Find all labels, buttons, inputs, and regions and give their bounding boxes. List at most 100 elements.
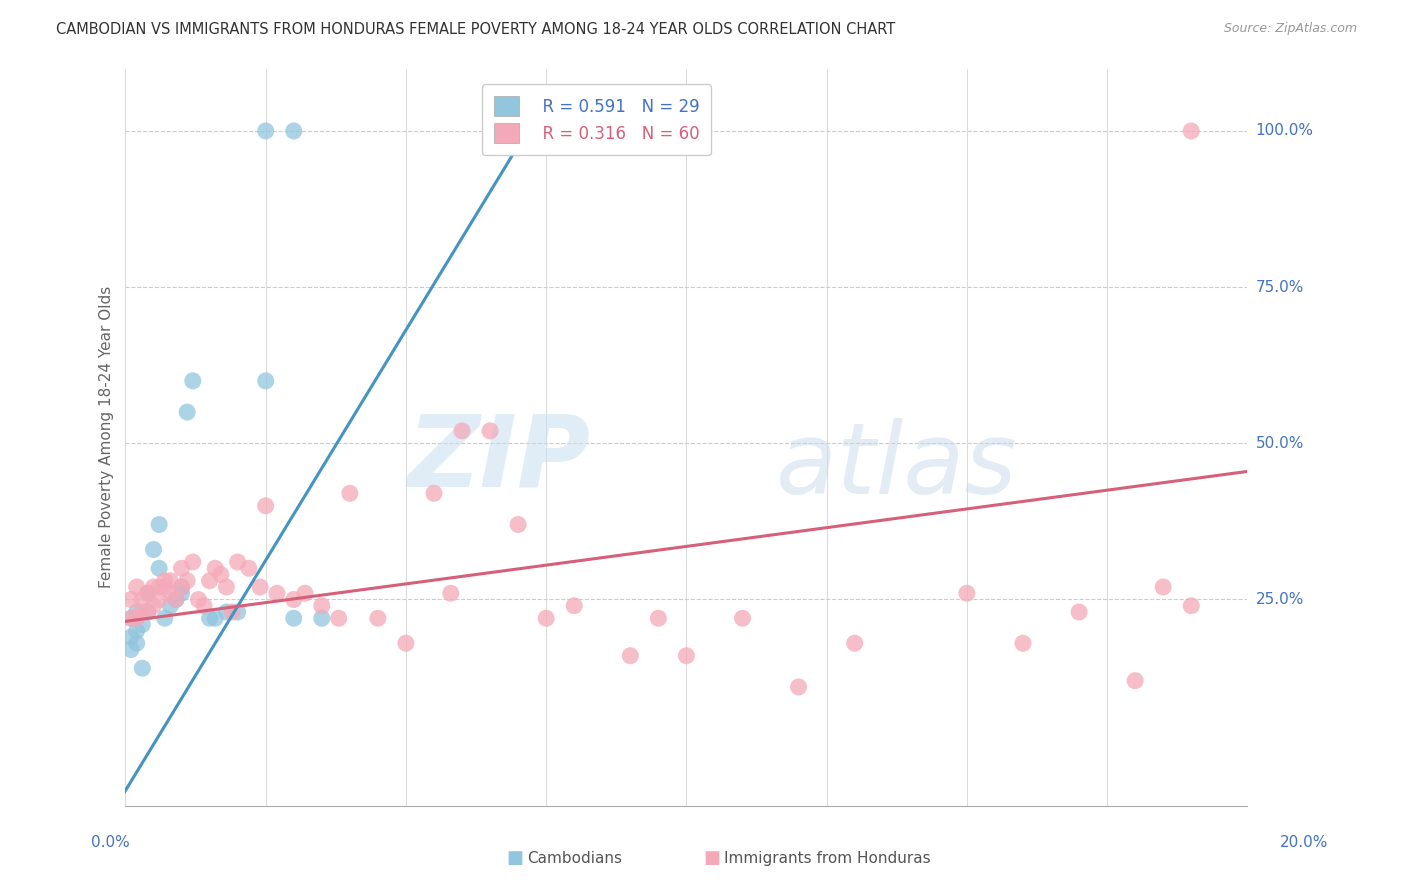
Point xyxy=(249,580,271,594)
Point xyxy=(311,611,333,625)
Text: atlas: atlas xyxy=(776,418,1018,515)
Point xyxy=(508,517,530,532)
Point xyxy=(153,611,176,625)
Point xyxy=(148,580,170,594)
Y-axis label: Female Poverty Among 18-24 Year Olds: Female Poverty Among 18-24 Year Olds xyxy=(100,286,114,588)
Point xyxy=(215,605,238,619)
Legend:   R = 0.591   N = 29,   R = 0.316   N = 60: R = 0.591 N = 29, R = 0.316 N = 60 xyxy=(482,84,711,155)
Point xyxy=(675,648,697,663)
Point xyxy=(165,592,187,607)
Point xyxy=(1067,605,1090,619)
Point xyxy=(153,580,176,594)
Point xyxy=(153,574,176,588)
Point xyxy=(1180,124,1202,138)
Point xyxy=(176,574,198,588)
Point xyxy=(395,636,418,650)
Point xyxy=(423,486,446,500)
Point xyxy=(254,374,277,388)
Point xyxy=(136,586,159,600)
Point xyxy=(619,648,641,663)
Text: 0.0%: 0.0% xyxy=(91,836,131,850)
Point xyxy=(142,580,165,594)
Point xyxy=(170,580,193,594)
Point xyxy=(142,542,165,557)
Point xyxy=(131,592,153,607)
Point xyxy=(120,642,142,657)
Point xyxy=(204,561,226,575)
Point xyxy=(787,680,810,694)
Point xyxy=(159,586,181,600)
Point xyxy=(956,586,979,600)
Point xyxy=(451,424,474,438)
Point xyxy=(562,599,585,613)
Point xyxy=(131,617,153,632)
Text: Immigrants from Honduras: Immigrants from Honduras xyxy=(724,851,931,865)
Point xyxy=(479,424,502,438)
Point xyxy=(204,611,226,625)
Point xyxy=(136,605,159,619)
Point xyxy=(339,486,361,500)
Point xyxy=(170,561,193,575)
Point xyxy=(181,555,204,569)
Point xyxy=(226,555,249,569)
Point xyxy=(647,611,669,625)
Point xyxy=(165,592,187,607)
Point xyxy=(170,586,193,600)
Point xyxy=(1123,673,1146,688)
Point xyxy=(159,574,181,588)
Point xyxy=(294,586,316,600)
Text: Source: ZipAtlas.com: Source: ZipAtlas.com xyxy=(1223,22,1357,36)
Point xyxy=(254,124,277,138)
Point xyxy=(731,611,754,625)
Point xyxy=(311,599,333,613)
Text: 50.0%: 50.0% xyxy=(1256,436,1303,450)
Point xyxy=(215,580,238,594)
Point xyxy=(125,611,148,625)
Point xyxy=(238,561,260,575)
Point xyxy=(148,517,170,532)
Point xyxy=(148,561,170,575)
Point xyxy=(148,592,170,607)
Point xyxy=(209,567,232,582)
Point xyxy=(136,586,159,600)
Point xyxy=(198,574,221,588)
Point xyxy=(534,611,557,625)
Text: ZIP: ZIP xyxy=(408,410,591,508)
Point xyxy=(120,630,142,644)
Text: 75.0%: 75.0% xyxy=(1256,280,1303,294)
Point xyxy=(170,580,193,594)
Text: Cambodians: Cambodians xyxy=(527,851,623,865)
Point xyxy=(844,636,866,650)
Text: 25.0%: 25.0% xyxy=(1256,592,1303,607)
Point xyxy=(367,611,389,625)
Text: 20.0%: 20.0% xyxy=(1281,836,1329,850)
Text: ■: ■ xyxy=(703,849,720,867)
Point xyxy=(125,605,148,619)
Point xyxy=(120,592,142,607)
Point xyxy=(120,611,142,625)
Point xyxy=(283,124,305,138)
Point xyxy=(328,611,350,625)
Text: ■: ■ xyxy=(506,849,523,867)
Point xyxy=(254,499,277,513)
Point xyxy=(120,611,142,625)
Point xyxy=(131,605,153,619)
Text: CAMBODIAN VS IMMIGRANTS FROM HONDURAS FEMALE POVERTY AMONG 18-24 YEAR OLDS CORRE: CAMBODIAN VS IMMIGRANTS FROM HONDURAS FE… xyxy=(56,22,896,37)
Point xyxy=(176,405,198,419)
Text: 100.0%: 100.0% xyxy=(1256,123,1313,138)
Point xyxy=(440,586,463,600)
Point xyxy=(283,592,305,607)
Point xyxy=(136,605,159,619)
Point xyxy=(266,586,288,600)
Point xyxy=(187,592,209,607)
Point xyxy=(1180,599,1202,613)
Point xyxy=(1012,636,1035,650)
Point xyxy=(1152,580,1174,594)
Point xyxy=(131,661,153,675)
Point xyxy=(142,599,165,613)
Point xyxy=(193,599,215,613)
Point xyxy=(159,599,181,613)
Point xyxy=(125,580,148,594)
Point xyxy=(226,605,249,619)
Point xyxy=(221,605,243,619)
